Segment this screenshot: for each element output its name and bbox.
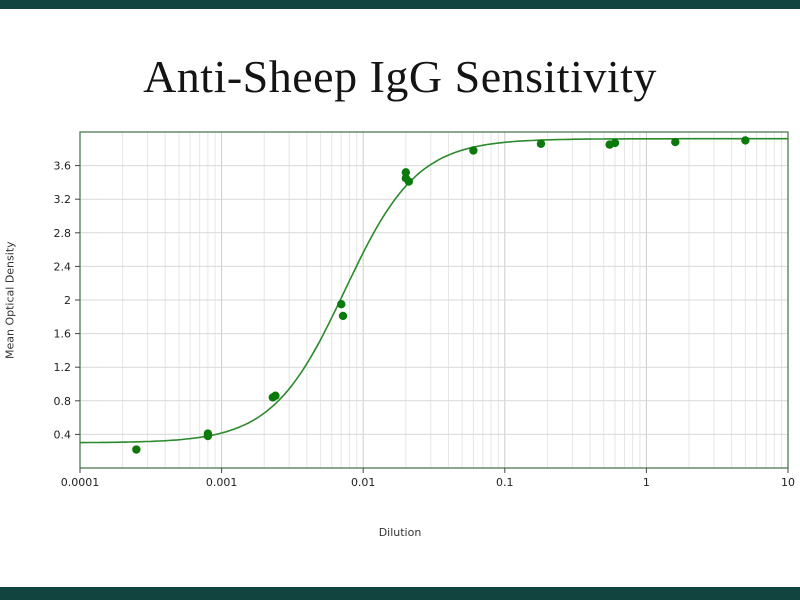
bottom-border-bar bbox=[0, 587, 800, 600]
chart-title: Anti-Sheep IgG Sensitivity bbox=[143, 51, 657, 102]
x-axis-ticks: 0.0001 0.001 0.01 0.1 1 10 bbox=[61, 468, 795, 489]
gridlines-horizontal bbox=[80, 165, 788, 435]
data-point bbox=[271, 391, 280, 400]
y-tick-label: 1.6 bbox=[54, 328, 72, 341]
y-tick-label: 2.8 bbox=[54, 227, 72, 240]
data-point bbox=[404, 177, 414, 186]
y-axis-ticks: 0.4 0.8 1.2 1.6 2 2.4 2.8 3.2 3.6 bbox=[54, 160, 80, 441]
data-point bbox=[671, 137, 680, 147]
y-tick-label: 2.4 bbox=[54, 260, 72, 273]
data-point bbox=[337, 300, 346, 309]
chart-plot-area: 0.0001 0.001 0.01 0.1 1 10 0.4 0.8 1.2 1.6 2 2.4 2.8… bbox=[54, 131, 795, 489]
data-point bbox=[610, 138, 620, 148]
y-tick-label: 2 bbox=[64, 294, 71, 307]
y-tick-label: 0.4 bbox=[54, 428, 72, 441]
data-point bbox=[741, 136, 750, 145]
x-tick-label: 0.0001 bbox=[61, 476, 100, 489]
data-point bbox=[132, 445, 141, 454]
y-tick-label: 3.6 bbox=[54, 160, 72, 173]
y-tick-label: 1.2 bbox=[54, 361, 72, 374]
data-point bbox=[338, 311, 348, 321]
x-axis-label: Dilution bbox=[378, 526, 422, 539]
y-tick-label: 3.2 bbox=[54, 193, 72, 206]
x-tick-label: 0.001 bbox=[206, 476, 238, 489]
data-point bbox=[469, 146, 478, 155]
x-tick-label: 10 bbox=[781, 476, 795, 489]
x-tick-label: 0.01 bbox=[351, 476, 376, 489]
x-tick-label: 0.1 bbox=[496, 476, 514, 489]
data-point bbox=[536, 139, 546, 148]
top-border-bar bbox=[0, 0, 800, 9]
x-tick-label: 1 bbox=[643, 476, 650, 489]
data-point bbox=[401, 168, 411, 177]
data-points bbox=[132, 136, 750, 454]
data-point bbox=[203, 429, 213, 438]
fit-curve bbox=[80, 137, 788, 444]
y-tick-label: 0.8 bbox=[54, 395, 72, 408]
